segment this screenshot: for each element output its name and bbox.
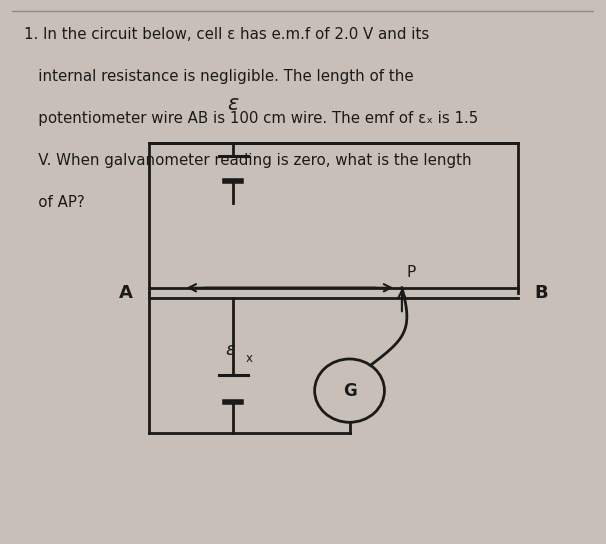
Text: B: B [534, 284, 548, 302]
Text: ε: ε [225, 341, 235, 359]
Text: ε: ε [228, 94, 239, 114]
Text: G: G [342, 382, 356, 400]
Text: x: x [246, 353, 253, 366]
Text: 1. In the circuit below, cell ε has e.m.f of 2.0 V and its: 1. In the circuit below, cell ε has e.m.… [24, 27, 429, 41]
Text: P: P [407, 265, 416, 280]
Text: internal resistance is negligible. The length of the: internal resistance is negligible. The l… [24, 69, 413, 84]
Text: of AP?: of AP? [24, 195, 84, 211]
Text: potentiometer wire AB is 100 cm wire. The emf of εₓ is 1.5: potentiometer wire AB is 100 cm wire. Th… [24, 111, 478, 126]
Text: V. When galvanometer reading is zero, what is the length: V. When galvanometer reading is zero, wh… [24, 153, 471, 168]
Text: A: A [119, 284, 133, 302]
